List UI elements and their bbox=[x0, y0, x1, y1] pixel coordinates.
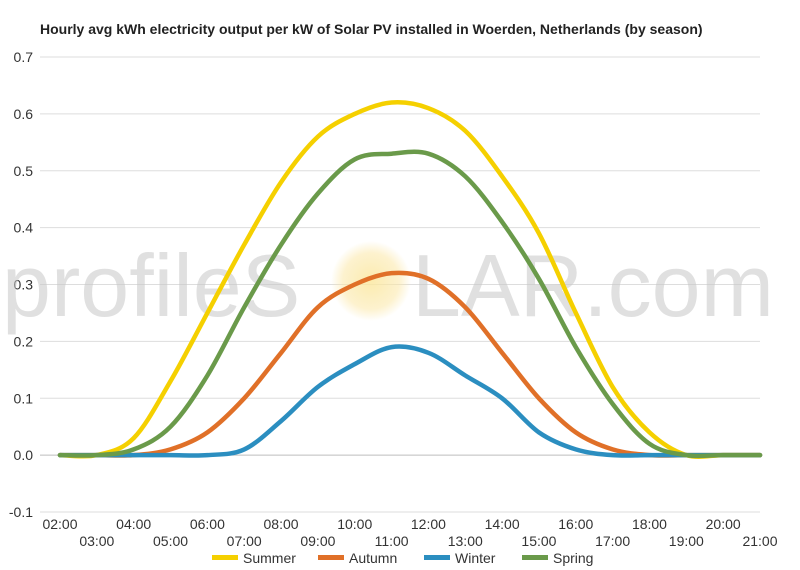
y-tick-label: 0.7 bbox=[14, 49, 34, 65]
x-axis: 02:00 04:00 06:00 08:00 10:00 12:00 14:00 16:00… bbox=[42, 516, 777, 549]
x-tick-label: 14:00 bbox=[485, 516, 520, 532]
legend-swatch-autumn bbox=[318, 555, 344, 560]
x-tick-label: 02:00 bbox=[42, 516, 77, 532]
x-tick-label: 15:00 bbox=[521, 533, 556, 549]
x-tick-label: 09:00 bbox=[300, 533, 335, 549]
x-tick-label: 20:00 bbox=[706, 516, 741, 532]
y-tick-label: 0.6 bbox=[14, 106, 34, 122]
y-tick-label: 0.5 bbox=[14, 163, 34, 179]
y-tick-label: -0.1 bbox=[9, 504, 33, 520]
x-tick-label: 21:00 bbox=[742, 533, 777, 549]
legend-label-spring: Spring bbox=[553, 550, 593, 566]
y-tick-label: 0.2 bbox=[14, 333, 34, 349]
legend: Summer Autumn Winter Spring bbox=[212, 550, 593, 566]
chart-title: Hourly avg kWh electricity output per kW… bbox=[40, 21, 703, 37]
y-axis: -0.1 0.0 0.1 0.2 0.3 0.4 0.5 0.6 0.7 bbox=[9, 49, 33, 520]
legend-swatch-summer bbox=[212, 555, 238, 560]
y-tick-label: 0.3 bbox=[14, 277, 34, 293]
y-tick-label: 0.4 bbox=[14, 220, 34, 236]
legend-label-summer: Summer bbox=[243, 550, 296, 566]
x-tick-label: 05:00 bbox=[153, 533, 188, 549]
x-tick-label: 07:00 bbox=[227, 533, 262, 549]
x-tick-label: 06:00 bbox=[190, 516, 225, 532]
legend-swatch-winter bbox=[424, 555, 450, 560]
watermark-text-right: LAR.com bbox=[412, 236, 774, 335]
x-tick-label: 08:00 bbox=[264, 516, 299, 532]
series-line-summer bbox=[57, 100, 763, 460]
series-lines bbox=[57, 100, 763, 460]
legend-label-autumn: Autumn bbox=[349, 550, 397, 566]
series-line-winter bbox=[57, 344, 763, 458]
x-tick-label: 19:00 bbox=[669, 533, 704, 549]
x-tick-label: 16:00 bbox=[558, 516, 593, 532]
x-tick-label: 12:00 bbox=[411, 516, 446, 532]
watermark: profileS LAR.com bbox=[2, 236, 774, 335]
y-tick-label: 0.1 bbox=[14, 390, 34, 406]
y-tick-label: 0.0 bbox=[14, 447, 34, 463]
x-tick-label: 10:00 bbox=[337, 516, 372, 532]
watermark-text-left: profileS bbox=[2, 236, 300, 335]
x-tick-label: 13:00 bbox=[448, 533, 483, 549]
x-tick-label: 11:00 bbox=[375, 533, 409, 549]
x-tick-label: 04:00 bbox=[116, 516, 151, 532]
x-tick-label: 18:00 bbox=[632, 516, 667, 532]
series-line-spring bbox=[57, 149, 763, 459]
legend-swatch-spring bbox=[522, 555, 548, 560]
legend-label-winter: Winter bbox=[455, 550, 496, 566]
x-tick-label: 17:00 bbox=[595, 533, 630, 549]
x-tick-label: 03:00 bbox=[79, 533, 114, 549]
watermark-sun-icon bbox=[331, 241, 411, 321]
